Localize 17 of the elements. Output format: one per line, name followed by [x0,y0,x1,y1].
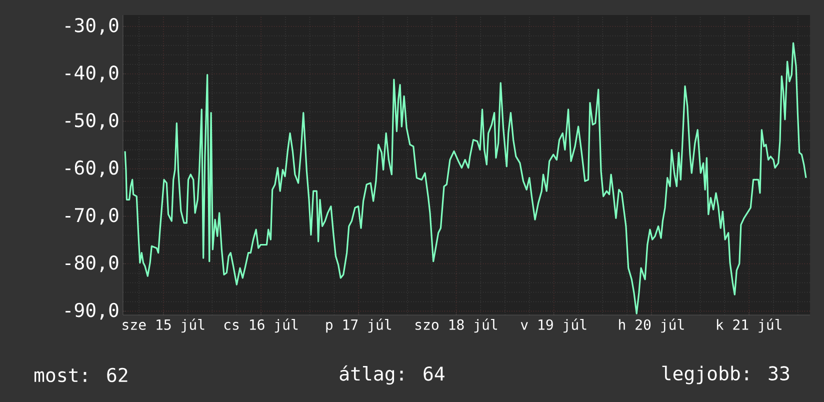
y-tick-label: -50,0 [66,112,118,130]
x-tick-label: szo 18 júl [416,318,498,333]
text: legjobb: 33 [662,366,790,384]
text: most: 62 [34,368,128,382]
x-tick-label: k 21 júl [716,318,782,333]
y-tick-label: -60,0 [66,160,118,178]
x-tick-label: v 19 júl [520,318,586,333]
x-tick-label: p 17 júl [326,318,391,333]
x-tick-label: h 20 júl [619,318,684,333]
x-tick-label: sze 15 júl [122,318,204,333]
y-tick-label: -30,0 [66,18,118,35]
y-tick-label: -80,0 [66,255,118,272]
y-tick-label: -90,0 [66,302,118,320]
x-tick-label: cs 16 júl [224,318,298,333]
y-tick-label: -70,0 [66,208,118,225]
y-tick-label: -40,0 [66,65,118,82]
text: átlag: 64 [340,365,444,385]
